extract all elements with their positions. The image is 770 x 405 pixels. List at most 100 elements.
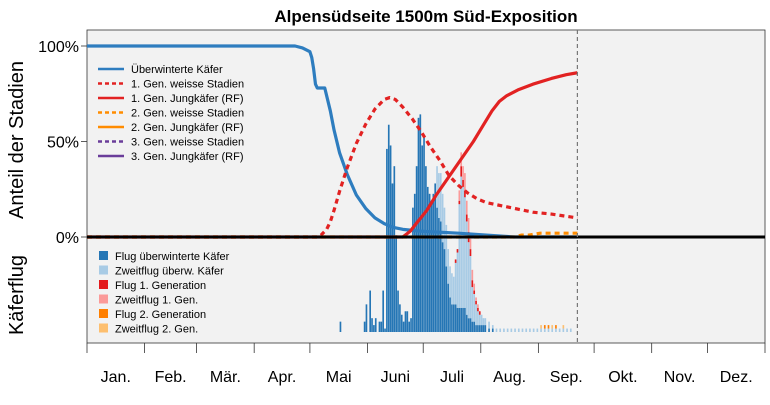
flight-bars — [339, 114, 572, 333]
legend-label: Zweitflug 2. Gen. — [115, 324, 198, 336]
flight-bar-overwintered — [478, 325, 481, 332]
flight-bar-overwintered — [417, 117, 420, 333]
flight-bar-overwintered — [464, 307, 466, 332]
flight-bar-overwintered — [393, 166, 396, 332]
flight-bar-overwintered — [441, 242, 444, 332]
flight-bar-overwintered — [406, 311, 409, 332]
x-tick-label: Mai — [326, 369, 352, 386]
flight-bar-overwintered — [471, 321, 474, 332]
flight-bar-overwintered-second — [451, 273, 453, 305]
flight-bar-overwintered-second — [445, 224, 448, 267]
flight-bar-overwintered-second — [436, 166, 438, 208]
y-axis-ticks: 100% 50% 0% — [38, 39, 87, 247]
flight-bar-overwintered-second — [510, 328, 513, 332]
flight-bar-overwintered — [482, 325, 485, 332]
series-line-berwinterte-k-fer — [87, 44, 578, 239]
flight-bar-overwintered — [365, 304, 368, 332]
flight-bar-overwintered — [432, 193, 435, 332]
flight-bar-gen2-second — [562, 325, 565, 329]
flight-bar-overwintered — [434, 183, 437, 332]
flight-bar-overwintered-second — [491, 325, 494, 329]
flight-bar-overwintered — [438, 218, 440, 332]
flight-bar-overwintered — [454, 304, 457, 332]
flight-bar-overwintered-second — [569, 328, 572, 332]
flight-bar-gen2-second — [540, 325, 542, 329]
x-tick-label: Apr. — [268, 369, 296, 386]
flight-bar-overwintered-second — [443, 207, 446, 250]
flight-bar-overwintered — [456, 307, 459, 332]
legend-label: Zweitflug 1. Gen. — [115, 295, 198, 307]
stage-curves — [87, 44, 578, 239]
flight-bar-overwintered-second — [482, 318, 485, 326]
flight-bar-overwintered — [473, 321, 476, 332]
flight-bar-overwintered-second — [543, 328, 546, 332]
flight-bar-gen1 — [456, 249, 459, 253]
x-tick-label: Mär. — [210, 369, 241, 386]
flight-bar-gen1-second — [477, 304, 479, 308]
flight-bar-gen1-second — [475, 297, 477, 301]
flight-bar-overwintered — [426, 186, 429, 332]
legend-stages: Überwinterte Käfer 1. Gen. weisse Stadien… — [98, 64, 244, 163]
flight-bar-overwintered-second — [439, 173, 442, 222]
flight-bar-overwintered — [399, 304, 401, 332]
flight-bar-overwintered-second — [562, 328, 565, 332]
flight-bar-overwintered — [339, 321, 342, 332]
flight-bar-gen1 — [477, 307, 479, 312]
series-line-1-gen-weisse-stadien — [87, 95, 578, 239]
legend-label: 1. Gen. weisse Stadien — [131, 79, 244, 91]
flight-bar-overwintered — [387, 124, 390, 333]
flight-bar-overwintered — [443, 249, 446, 332]
x-tick-label: Juni — [381, 369, 410, 386]
flight-bar-overwintered-second — [506, 328, 509, 332]
flight-bar-overwintered — [380, 321, 383, 332]
flight-bar-overwintered — [400, 314, 403, 332]
flight-bar-overwintered — [475, 325, 477, 332]
flight-bar-overwintered-second — [521, 328, 524, 332]
flight-bar-overwintered — [469, 318, 472, 332]
flight-bar-overwintered — [458, 307, 461, 332]
x-tick-label: Aug. — [493, 369, 526, 386]
legend-swatch-flug-1-generation — [99, 280, 108, 289]
flight-bar-overwintered — [389, 145, 392, 332]
legend-label: 3. Gen. weisse Stadien — [131, 137, 244, 149]
x-tick-label: Feb. — [155, 369, 187, 386]
flight-bar-gen1 — [462, 180, 464, 187]
flight-bar-overwintered-second — [465, 221, 468, 315]
flight-bar-overwintered — [436, 207, 438, 332]
flight-bar-gen1 — [464, 190, 466, 198]
flight-bar-overwintered-second — [532, 328, 535, 332]
flight-bar-overwintered — [397, 290, 399, 332]
x-tick-label: Dez. — [720, 369, 753, 386]
flight-bar-overwintered-second — [460, 176, 463, 308]
flight-bar-overwintered — [462, 307, 464, 332]
legend-label: 1. Gen. Jungkäfer (RF) — [131, 93, 244, 105]
flight-bar-overwintered — [439, 221, 442, 332]
flight-bar-gen1-second — [458, 190, 461, 201]
flight-bar-overwintered-second — [438, 173, 440, 218]
flight-bar-overwintered — [484, 325, 487, 332]
flight-bar-overwintered — [371, 318, 373, 332]
flight-bar-overwintered — [384, 328, 386, 332]
flight-bar-gen1 — [460, 166, 463, 177]
x-tick-label: Sep. — [550, 369, 583, 386]
flight-bar-overwintered-second — [441, 193, 444, 243]
flight-bar-overwintered-second — [514, 328, 516, 332]
legend-swatch-flug-2-generation — [99, 309, 108, 318]
flight-bar-gen1-second — [464, 173, 466, 191]
flight-bar-overwintered-second — [488, 321, 490, 329]
flight-bar-overwintered — [428, 193, 431, 332]
flight-bar-overwintered-second — [503, 328, 505, 332]
y-tick-label: 100% — [38, 39, 79, 56]
flight-bar-overwintered-second — [551, 328, 554, 332]
flight-bar-overwintered — [421, 145, 424, 332]
flight-bar-overwintered — [451, 304, 453, 332]
x-tick-label: Jan. — [101, 369, 131, 386]
flight-bar-gen1-second — [473, 283, 476, 291]
flight-bar-overwintered — [369, 290, 372, 332]
flight-bar-overwintered-second — [529, 328, 531, 332]
flight-bar-gen2 — [543, 325, 546, 329]
legend-swatch-zweitflug-berw-k-fer — [99, 265, 108, 275]
x-tick-label: Nov. — [664, 369, 696, 386]
flight-bar-overwintered — [491, 328, 494, 332]
legend-flight: Flug überwinterte Käfer Zweitflug überw. … — [99, 251, 230, 336]
